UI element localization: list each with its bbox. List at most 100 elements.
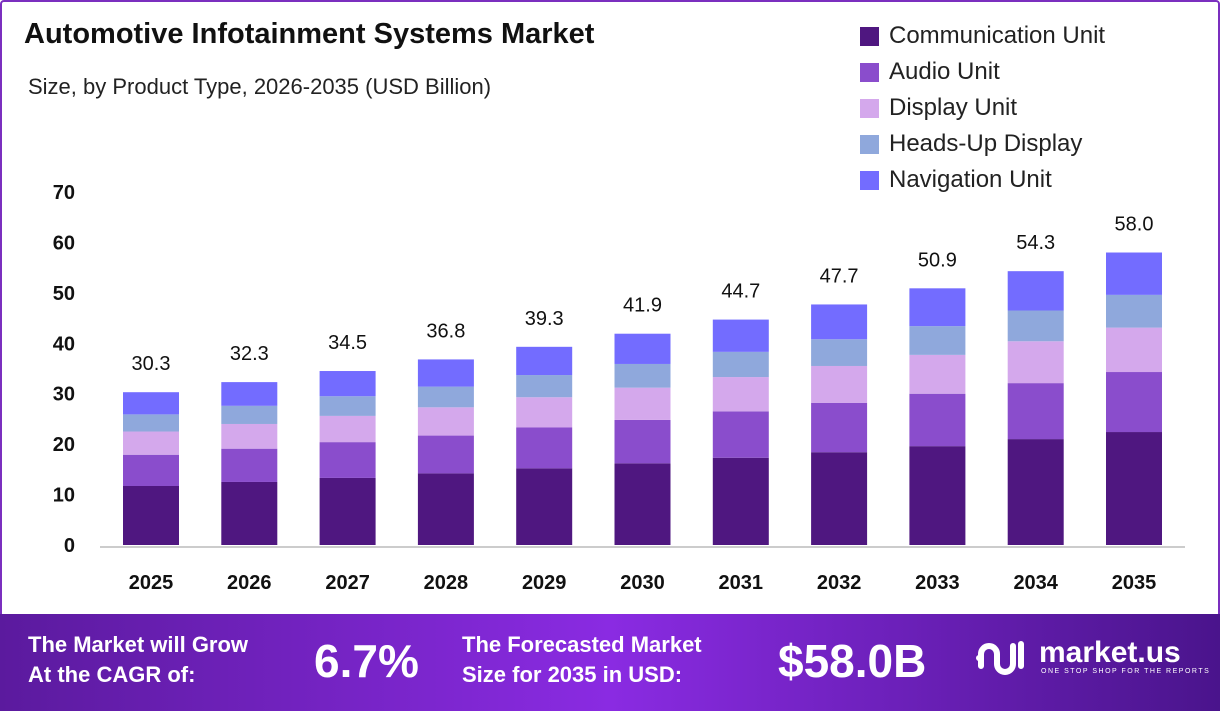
bar-segment-navigation-unit: [909, 288, 966, 327]
bar-segment-navigation-unit: [516, 346, 573, 376]
forecast-label: The Forecasted Market Size for 2035 in US…: [462, 632, 702, 687]
bar-segment-display-unit: [516, 397, 573, 428]
legend-item: Display Unit: [860, 90, 1105, 126]
bar-segment-heads-up-display: [614, 363, 671, 388]
bar-segment-heads-up-display: [516, 375, 573, 398]
market-us-logo-icon: [976, 641, 1024, 675]
x-tick-label: 2025: [129, 572, 174, 594]
y-tick-label: 0: [64, 535, 75, 557]
x-tick-label: 2027: [325, 572, 370, 594]
y-tick-label: 50: [53, 283, 75, 305]
total-data-label: 41.9: [623, 295, 662, 317]
bar-segment-audio-unit: [417, 435, 474, 474]
bar-segment-audio-unit: [1106, 372, 1162, 433]
bar-segment-audio-unit: [516, 427, 573, 469]
bar-segment-communication-unit: [417, 473, 474, 545]
legend-item: Communication Unit: [860, 18, 1105, 54]
bar-segment-audio-unit: [221, 448, 278, 482]
brand-tagline: ONE STOP SHOP FOR THE REPORTS: [1041, 667, 1211, 675]
total-data-label: 39.3: [525, 308, 564, 330]
bar-segment-communication-unit: [123, 485, 179, 545]
total-data-label: 30.3: [132, 353, 171, 375]
legend-swatch: [860, 26, 879, 46]
chart-subtitle: Size, by Product Type, 2026-2035 (USD Bi…: [28, 74, 492, 99]
brand-name: market.us: [1039, 635, 1181, 669]
legend-swatch: [860, 170, 879, 190]
bar-segment-heads-up-display: [712, 351, 769, 378]
bar-segment-navigation-unit: [123, 392, 179, 415]
bar-segment-heads-up-display: [319, 396, 376, 416]
x-tick-label: 2026: [227, 572, 272, 594]
total-data-label: 44.7: [721, 281, 760, 303]
stacked-bar-chart: 01020304050607030.3202532.3202634.520273…: [53, 182, 1185, 594]
bar-segment-heads-up-display: [909, 326, 966, 355]
bar-segment-navigation-unit: [1007, 271, 1064, 311]
bar-segment-navigation-unit: [1106, 252, 1162, 295]
chart-title: Automotive Infotainment Systems Market: [24, 18, 595, 50]
legend-item: Navigation Unit: [860, 162, 1105, 198]
bar-segment-communication-unit: [909, 446, 966, 545]
y-tick-label: 60: [53, 232, 75, 254]
legend-item: Heads-Up Display: [860, 126, 1105, 162]
legend-swatch: [860, 98, 879, 118]
x-tick-label: 2033: [915, 572, 960, 594]
y-tick-label: 20: [53, 434, 75, 456]
bar-segment-audio-unit: [123, 454, 179, 486]
bar-segment-audio-unit: [712, 411, 769, 458]
bar-segment-communication-unit: [712, 457, 769, 545]
bar-segment-communication-unit: [516, 468, 573, 545]
bar-segment-display-unit: [123, 431, 179, 455]
x-tick-label: 2028: [424, 572, 469, 594]
brand-logo: market.us ONE STOP SHOP FOR THE REPORTS: [975, 636, 1210, 676]
bar-segment-navigation-unit: [319, 371, 376, 397]
x-tick-label: 2032: [817, 572, 862, 594]
total-data-label: 47.7: [820, 265, 859, 287]
bar-segment-navigation-unit: [417, 359, 474, 387]
total-data-label: 50.9: [918, 249, 957, 271]
bar-segment-display-unit: [909, 354, 966, 394]
bar-segment-audio-unit: [614, 419, 671, 464]
bar-segment-communication-unit: [1106, 432, 1162, 545]
bar-segment-heads-up-display: [221, 405, 278, 424]
y-tick-label: 10: [53, 485, 75, 507]
y-tick-label: 70: [53, 182, 75, 204]
bar-segment-heads-up-display: [417, 386, 474, 408]
x-tick-label: 2030: [620, 572, 665, 594]
bar-segment-display-unit: [1106, 327, 1162, 373]
bar-segment-audio-unit: [319, 442, 376, 478]
bar-segment-display-unit: [811, 365, 868, 403]
legend-label: Heads-Up Display: [889, 130, 1083, 157]
y-tick-label: 30: [53, 384, 75, 406]
bar-segment-audio-unit: [811, 402, 868, 453]
bar-segment-communication-unit: [1007, 439, 1064, 545]
y-tick-label: 40: [53, 333, 75, 355]
bar-segment-heads-up-display: [811, 339, 868, 366]
bar-segment-communication-unit: [811, 452, 868, 545]
bar-segment-communication-unit: [319, 477, 376, 545]
bar-segment-navigation-unit: [712, 319, 769, 352]
x-tick-label: 2029: [522, 572, 567, 594]
bar-segment-display-unit: [614, 387, 671, 420]
bar-segment-navigation-unit: [811, 304, 868, 340]
x-tick-label: 2034: [1013, 572, 1058, 594]
bar-segment-display-unit: [1007, 341, 1064, 384]
total-data-label: 58.0: [1115, 214, 1154, 236]
cagr-value: 6.7%: [314, 635, 419, 687]
x-tick-label: 2031: [719, 572, 764, 594]
total-data-label: 36.8: [426, 320, 465, 342]
legend-label: Display Unit: [889, 94, 1018, 121]
bar-segment-navigation-unit: [614, 333, 671, 364]
total-data-label: 54.3: [1016, 232, 1055, 254]
bar-segment-display-unit: [417, 407, 474, 436]
bar-segment-navigation-unit: [221, 382, 278, 406]
bar-segment-audio-unit: [1007, 383, 1064, 440]
total-data-label: 32.3: [230, 343, 269, 365]
legend-label: Navigation Unit: [889, 166, 1052, 193]
bar-segment-heads-up-display: [1106, 294, 1162, 328]
legend-label: Audio Unit: [889, 58, 1000, 85]
legend-swatch: [860, 62, 879, 82]
legend-label: Communication Unit: [889, 22, 1106, 49]
forecast-value: $58.0B: [778, 635, 927, 687]
bar-segment-display-unit: [319, 415, 376, 443]
bar-segment-audio-unit: [909, 393, 966, 447]
